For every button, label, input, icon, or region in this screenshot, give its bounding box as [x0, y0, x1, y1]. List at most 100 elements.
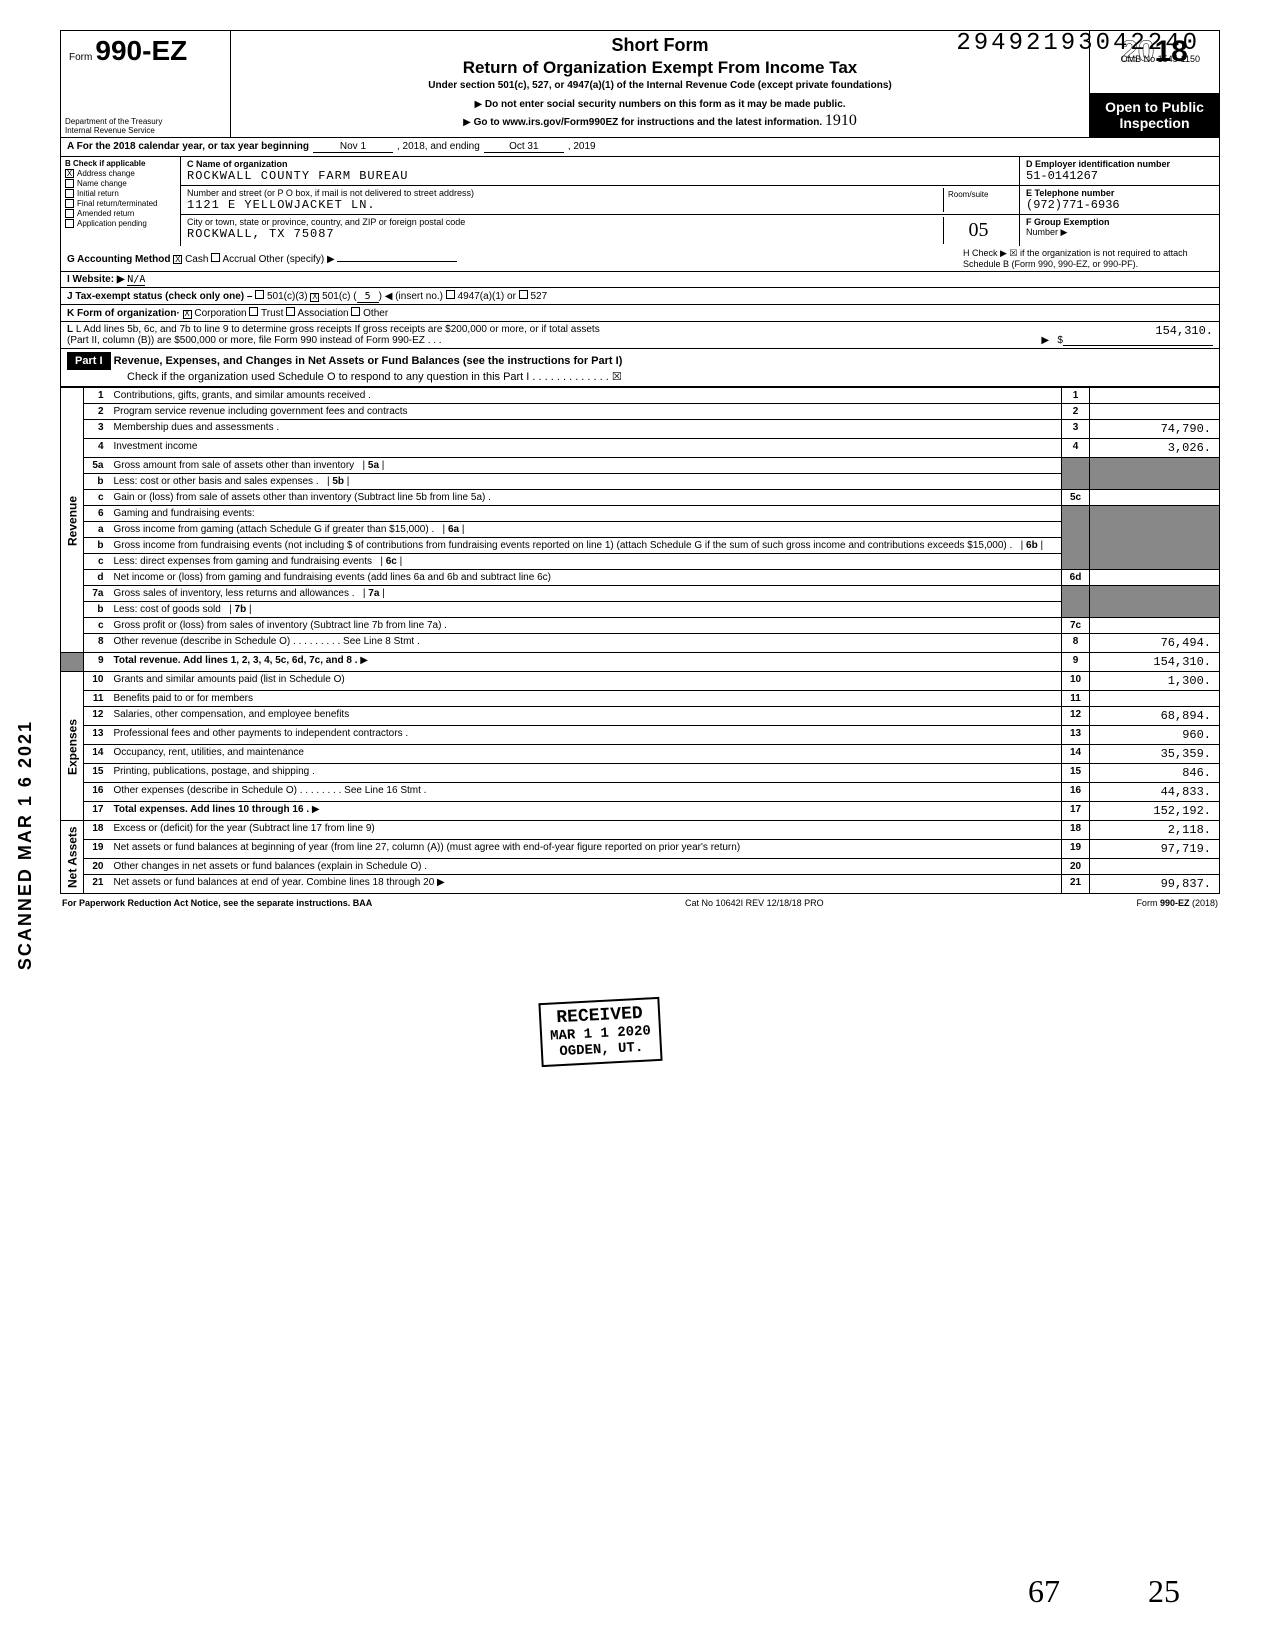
ln4-desc: Investment income [110, 439, 1062, 458]
h-text: H Check ▶ ☒ if the organization is not r… [963, 248, 1213, 269]
chk-address[interactable]: X [65, 169, 74, 178]
row-l: L L Add lines 5b, 6c, and 7b to line 9 t… [60, 322, 1220, 349]
c-label: C Name of organization [187, 159, 288, 169]
row-i: I Website: ▶ N/A [60, 272, 1220, 288]
website: N/A [127, 274, 145, 286]
ln6b-desc: Gross income from fundraising events (no… [110, 538, 1062, 554]
side-expenses: Expenses [61, 672, 84, 821]
lbl-initial: Initial return [77, 189, 119, 198]
side-netassets: Net Assets [61, 821, 84, 894]
lbl-pending: Application pending [77, 219, 147, 228]
ln16-amt: 44,833. [1090, 783, 1220, 802]
ln17-amt: 152,192. [1090, 802, 1220, 821]
dln-number: 29492193042240 [956, 30, 1200, 57]
ln9-desc: Total revenue. Add lines 1, 2, 3, 4, 5c,… [110, 653, 1062, 672]
city-label: City or town, state or province, country… [187, 217, 943, 227]
ln1-desc: Contributions, gifts, grants, and simila… [110, 388, 1062, 404]
ln10-amt: 1,300. [1090, 672, 1220, 691]
chk-final[interactable] [65, 199, 74, 208]
ln5c-desc: Gain or (loss) from sale of assets other… [110, 490, 1062, 506]
ln1-amt [1090, 388, 1220, 404]
ln3-amt: 74,790. [1090, 420, 1220, 439]
ln13-desc: Professional fees and other payments to … [110, 726, 1062, 745]
f-label: F Group Exemption [1026, 217, 1110, 227]
chk-amended[interactable] [65, 209, 74, 218]
handwritten-67: 67 [1028, 1573, 1060, 1610]
room-label: Room/suite [948, 190, 1009, 199]
ln15-amt: 846. [1090, 764, 1220, 783]
chk-other-org[interactable] [351, 307, 360, 316]
ln15-desc: Printing, publications, postage, and shi… [110, 764, 1062, 783]
k-assoc: Association [297, 308, 348, 319]
chk-accrual[interactable] [211, 253, 220, 262]
chk-name[interactable] [65, 179, 74, 188]
org-address: 1121 E YELLOWJACKET LN. [187, 198, 943, 212]
form-number-box: Form 990-EZ [61, 31, 231, 93]
k-label: K Form of organization· [67, 308, 180, 319]
ln5c-amt [1090, 490, 1220, 506]
ln16-desc: Other expenses (describe in Schedule O) … [110, 783, 1062, 802]
ln7b-desc: Less: cost of goods sold | 7b | [110, 602, 1062, 618]
ln6d-amt [1090, 570, 1220, 586]
ln2-desc: Program service revenue including govern… [110, 404, 1062, 420]
chk-initial[interactable] [65, 189, 74, 198]
i-label: I Website: ▶ [67, 274, 125, 285]
ln20-amt [1090, 859, 1220, 875]
ln9-amt: 154,310. [1090, 653, 1220, 672]
ln6c-desc: Less: direct expenses from gaming and fu… [110, 554, 1062, 570]
ln11-amt [1090, 691, 1220, 707]
inspection: Inspection [1092, 115, 1217, 131]
footer-left: For Paperwork Reduction Act Notice, see … [62, 898, 372, 908]
tax-year-begin: Nov 1 [313, 141, 393, 153]
ln6a-desc: Gross income from gaming (attach Schedul… [110, 522, 1062, 538]
ln1-num: 1 [84, 388, 110, 404]
chk-pending[interactable] [65, 219, 74, 228]
chk-trust[interactable] [249, 307, 258, 316]
ln4-amt: 3,026. [1090, 439, 1220, 458]
ln2-amt [1090, 404, 1220, 420]
ln8-amt: 76,494. [1090, 634, 1220, 653]
ln21-desc: Net assets or fund balances at end of ye… [110, 875, 1062, 894]
addr-label: Number and street (or P O box, if mail i… [187, 188, 943, 198]
ln19-amt: 97,719. [1090, 840, 1220, 859]
dept-treasury: Department of the Treasury [65, 117, 226, 126]
return-title: Return of Organization Exempt From Incom… [241, 58, 1079, 78]
form-prefix: Form [69, 52, 92, 63]
lbl-accrual: Accrual [222, 254, 255, 265]
ln14-desc: Occupancy, rent, utilities, and maintena… [110, 745, 1062, 764]
lbl-name-change: Name change [77, 179, 127, 188]
chk-4947[interactable] [446, 290, 455, 299]
chk-501c[interactable]: X [310, 293, 319, 302]
chk-corp[interactable]: X [183, 310, 192, 319]
ln8-desc: Other revenue (describe in Schedule O) .… [110, 634, 1062, 653]
chk-cash[interactable]: X [173, 255, 182, 264]
ln19-desc: Net assets or fund balances at beginning… [110, 840, 1062, 859]
chk-assoc[interactable] [286, 307, 295, 316]
ln7a-desc: Gross sales of inventory, less returns a… [110, 586, 1062, 602]
ln11-desc: Benefits paid to or for members [110, 691, 1062, 707]
chk-501c3[interactable] [255, 290, 264, 299]
header-row2: Department of the Treasury Internal Reve… [60, 93, 1220, 138]
org-name: ROCKWALL COUNTY FARM BUREAU [187, 169, 1013, 183]
row-g: G Accounting Method X Cash Accrual Other… [60, 246, 1220, 272]
ln6d-desc: Net income or (loss) from gaming and fun… [110, 570, 1062, 586]
l-amount: 154,310. [1063, 324, 1213, 346]
ln13-amt: 960. [1090, 726, 1220, 745]
instruct-box: Do not enter social security numbers on … [231, 93, 1089, 137]
ln20-desc: Other changes in net assets or fund bala… [110, 859, 1062, 875]
j-label: J Tax-exempt status (check only one) – [67, 291, 252, 302]
footer-mid: Cat No 10642I REV 12/18/18 PRO [685, 898, 824, 908]
chk-527[interactable] [519, 290, 528, 299]
row-a: A For the 2018 calendar year, or tax yea… [60, 138, 1220, 157]
ln18-desc: Excess or (deficit) for the year (Subtra… [110, 821, 1062, 840]
col-d: D Employer identification number 51-0141… [1019, 157, 1219, 246]
col-c: C Name of organization ROCKWALL COUNTY F… [181, 157, 1019, 246]
j-501c3: 501(c)(3) [267, 291, 308, 302]
ln1-box: 1 [1062, 388, 1090, 404]
room-handwritten: 05 [943, 217, 1013, 244]
ln14-amt: 35,359. [1090, 745, 1220, 764]
goto-link: Go to www.irs.gov/Form990EZ for instruct… [474, 117, 823, 128]
room-suite: Room/suite [943, 188, 1013, 212]
org-city: ROCKWALL, TX 75087 [187, 227, 943, 241]
open-public: Open to Public [1092, 99, 1217, 115]
